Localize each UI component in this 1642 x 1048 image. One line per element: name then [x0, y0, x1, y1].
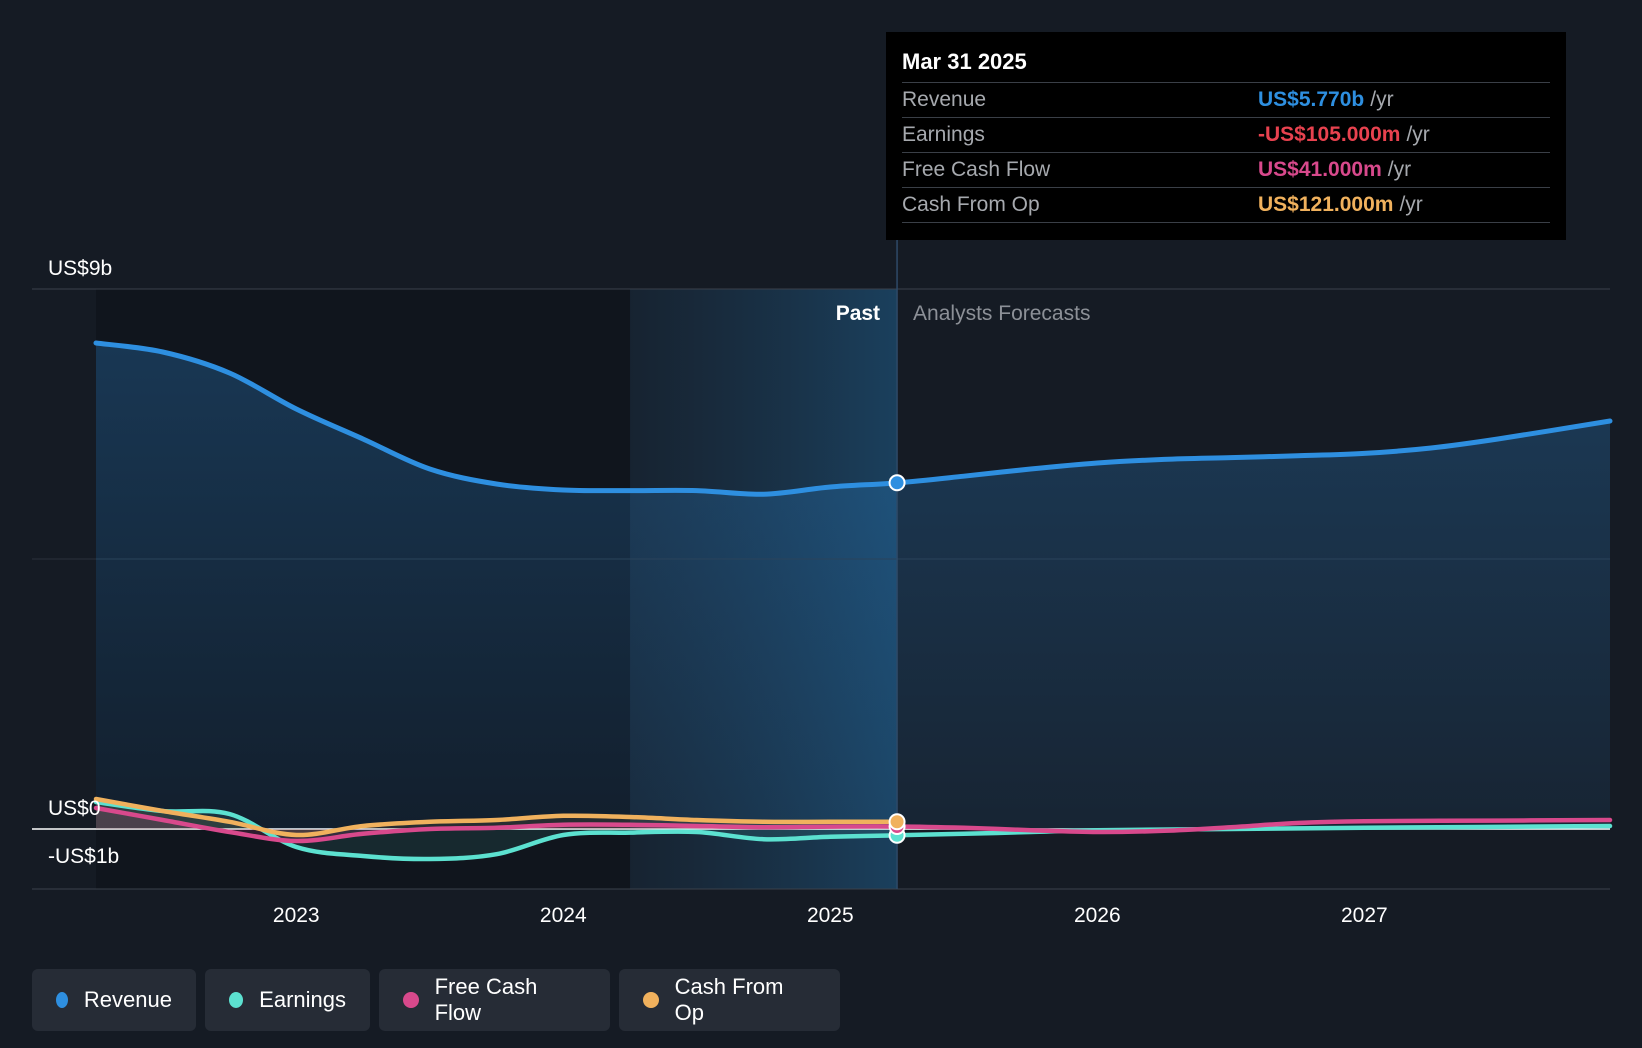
x-tick-label: 2025 — [807, 904, 854, 927]
past-label: Past — [836, 302, 880, 325]
x-tick-label: 2026 — [1074, 904, 1121, 927]
x-axis-labels: 2023 2024 2025 2026 2027 — [273, 904, 1388, 927]
tooltip-row-revenue: Revenue US$5.770b /yr — [902, 83, 1550, 118]
cash-from-op-marker — [888, 813, 906, 831]
tooltip-value: US$121.000m — [1258, 193, 1394, 216]
legend-label: Revenue — [83, 987, 172, 1012]
legend-dot-icon — [56, 992, 68, 1008]
tooltip-row-earnings: Earnings -US$105.000m /yr — [902, 118, 1550, 153]
legend-item-revenue[interactable]: Revenue — [32, 969, 196, 1031]
y-axis-labels: US$9b US$0 -US$1b — [48, 257, 119, 868]
tooltip: Mar 31 2025 Revenue US$5.770b /yr Earnin… — [886, 32, 1566, 240]
y-tick-label: -US$1b — [48, 845, 119, 868]
free-cash-flow-line — [93, 805, 1613, 844]
legend-item-free-cash-flow[interactable]: Free Cash Flow — [379, 969, 610, 1031]
series-markers — [888, 474, 906, 844]
tooltip-label: Revenue — [902, 88, 987, 111]
y-tick-label: US$9b — [48, 257, 112, 280]
tooltip-unit: /yr — [1387, 158, 1412, 181]
x-tick-label: 2024 — [540, 904, 587, 927]
legend-item-earnings[interactable]: Earnings — [205, 969, 370, 1031]
legend-item-cash-from-op[interactable]: Cash From Op — [619, 969, 840, 1031]
tooltip-label: Earnings — [902, 123, 985, 146]
tooltip-unit: /yr — [1399, 193, 1423, 216]
y-tick-label: US$0 — [48, 797, 101, 820]
legend: Revenue Earnings Free Cash Flow Cash Fro… — [32, 969, 840, 1031]
tooltip-label: Cash From Op — [902, 193, 1040, 216]
series-lines — [93, 340, 1613, 862]
tooltip-unit: /yr — [1406, 123, 1430, 146]
legend-label: Cash From Op — [674, 974, 784, 1025]
legend-label: Earnings — [259, 987, 346, 1012]
tooltip-value: US$41.000m — [1258, 158, 1382, 181]
tooltip-row-free-cash-flow: Free Cash Flow US$41.000m /yr — [902, 153, 1550, 188]
legend-dot-icon — [403, 992, 419, 1008]
revenue-area — [96, 343, 1610, 829]
tooltip-label: Free Cash Flow — [902, 158, 1051, 181]
tooltip-row-cash-from-op: Cash From Op US$121.000m /yr — [902, 188, 1550, 223]
tooltip-value: -US$105.000m — [1258, 123, 1401, 146]
legend-dot-icon — [643, 992, 659, 1008]
tooltip-value: US$5.770b — [1258, 88, 1365, 111]
forecast-label: Analysts Forecasts — [913, 302, 1090, 325]
revenue-marker — [888, 474, 906, 492]
x-tick-label: 2027 — [1341, 904, 1388, 927]
cash-from-op-line — [93, 796, 900, 838]
tooltip-unit: /yr — [1370, 88, 1394, 111]
x-tick-label: 2023 — [273, 904, 320, 927]
tooltip-date: Mar 31 2025 — [902, 46, 1550, 83]
legend-dot-icon — [229, 992, 244, 1008]
revenue-line — [93, 340, 1613, 497]
legend-label: Free Cash Flow — [434, 974, 538, 1025]
